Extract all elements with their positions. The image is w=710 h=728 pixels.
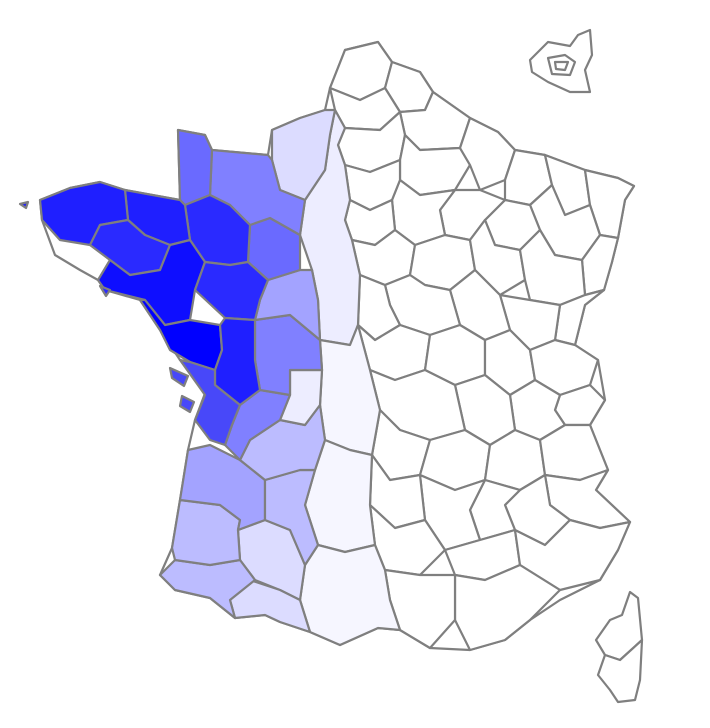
departement	[178, 358, 242, 447]
departement	[178, 443, 267, 532]
departement	[193, 260, 270, 322]
islands	[18, 200, 196, 414]
paris-area-inset	[528, 28, 594, 94]
departement	[538, 423, 610, 482]
island	[168, 366, 190, 388]
departement	[213, 316, 262, 407]
corsica	[594, 590, 644, 704]
departements-shaded	[38, 108, 402, 647]
island	[98, 284, 112, 298]
departement	[176, 128, 214, 207]
departement	[453, 563, 562, 652]
departement	[458, 116, 517, 192]
island	[178, 394, 196, 414]
inset-departement	[553, 60, 570, 72]
corsica-south	[596, 638, 644, 704]
island	[18, 200, 30, 210]
